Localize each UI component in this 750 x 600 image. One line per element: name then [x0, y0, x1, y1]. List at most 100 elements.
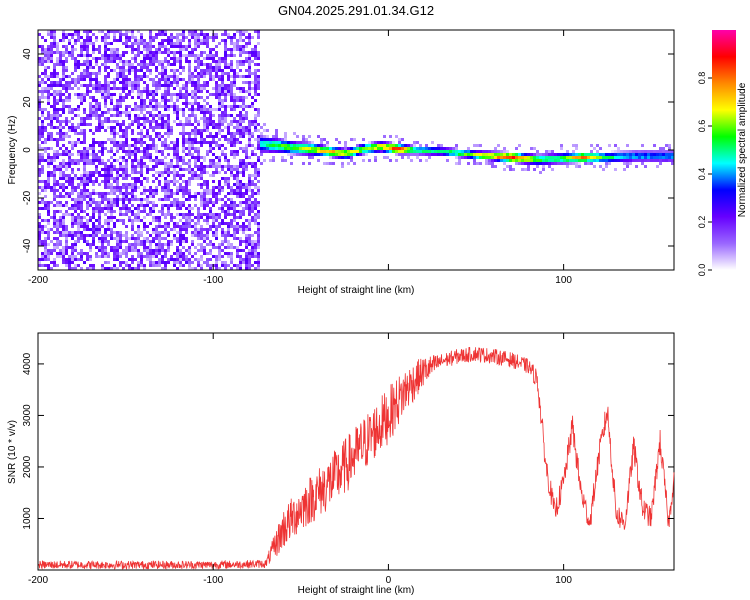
- spectrogram-cell: [107, 168, 110, 171]
- spectrogram-cell: [191, 108, 194, 111]
- spectrogram-cell: [380, 150, 383, 153]
- spectrogram-cell: [245, 96, 248, 99]
- spectrogram-cell: [110, 234, 113, 237]
- spectrogram-cell: [152, 231, 155, 234]
- spectrogram-cell: [44, 180, 47, 183]
- spectrogram-cell: [254, 168, 257, 171]
- spectrogram-cell: [125, 132, 128, 135]
- spectrogram-cell: [212, 195, 215, 198]
- spectrogram-cell: [155, 87, 158, 90]
- spectrogram-cell: [92, 207, 95, 210]
- spectrogram-cell: [50, 189, 53, 192]
- spectrogram-cell: [173, 63, 176, 66]
- spectrogram-cell: [116, 168, 119, 171]
- spectrogram-cell: [185, 213, 188, 216]
- spectrogram-cell: [140, 159, 143, 162]
- spectrogram-cell: [38, 261, 41, 264]
- spectrogram-cell: [221, 60, 224, 63]
- spectrogram-cell: [59, 171, 62, 174]
- spectrogram-y-tick-label: -40: [22, 238, 33, 253]
- spectrogram-cell: [194, 84, 197, 87]
- spectrogram-cell: [248, 156, 251, 159]
- spectrogram-cell: [206, 141, 209, 144]
- spectrogram-cell: [224, 42, 227, 45]
- spectrogram-cell: [143, 249, 146, 252]
- spectrogram-cell: [245, 201, 248, 204]
- spectrogram-cell: [134, 150, 137, 153]
- spectrogram-cell: [71, 267, 74, 270]
- spectrogram-cell: [80, 222, 83, 225]
- spectrogram-cell: [239, 51, 242, 54]
- spectrogram-cell: [137, 219, 140, 222]
- spectrogram-cell: [248, 81, 251, 84]
- spectrogram-cell: [38, 207, 41, 210]
- spectrogram-cell: [62, 66, 65, 69]
- spectrogram-cell: [641, 144, 644, 147]
- spectrogram-cell: [209, 93, 212, 96]
- spectrogram-cell: [41, 60, 44, 63]
- spectrogram-cell: [56, 189, 59, 192]
- spectrogram-cell: [62, 153, 65, 156]
- spectrogram-cell: [50, 57, 53, 60]
- spectrogram-cell: [95, 126, 98, 129]
- spectrogram-cell: [203, 180, 206, 183]
- spectrogram-cell: [110, 132, 113, 135]
- spectrogram-cell: [179, 243, 182, 246]
- spectrogram-cell: [203, 189, 206, 192]
- spectrogram-cell: [155, 57, 158, 60]
- spectrogram-cell: [110, 249, 113, 252]
- spectrogram-cell: [497, 156, 500, 159]
- spectrogram-cell: [44, 90, 47, 93]
- spectrogram-cell: [170, 105, 173, 108]
- spectrogram-cell: [209, 267, 212, 270]
- spectrogram-cell: [617, 147, 620, 150]
- spectrogram-cell: [59, 81, 62, 84]
- spectrogram-cell: [134, 153, 137, 156]
- spectrogram-cell: [179, 108, 182, 111]
- spectrogram-cell: [140, 33, 143, 36]
- spectrogram-cell: [65, 75, 68, 78]
- spectrogram-cell: [581, 159, 584, 162]
- spectrogram-cell: [143, 189, 146, 192]
- spectrogram-cell: [131, 69, 134, 72]
- spectrogram-cell: [206, 36, 209, 39]
- spectrogram-cell: [203, 108, 206, 111]
- spectrogram-cell: [494, 156, 497, 159]
- spectrogram-cell: [41, 114, 44, 117]
- spectrogram-cell: [182, 123, 185, 126]
- spectrogram-cell: [206, 123, 209, 126]
- spectrogram-cell: [167, 243, 170, 246]
- spectrogram-cell: [158, 45, 161, 48]
- spectrogram-cell: [86, 177, 89, 180]
- spectrogram-cell: [248, 183, 251, 186]
- spectrogram-cell: [590, 162, 593, 165]
- spectrogram-cell: [179, 159, 182, 162]
- spectrogram-cell: [245, 144, 248, 147]
- spectrogram-cell: [248, 63, 251, 66]
- spectrogram-cell: [83, 123, 86, 126]
- spectrogram-cell: [404, 144, 407, 147]
- spectrogram-cell: [65, 186, 68, 189]
- spectrogram-cell: [197, 141, 200, 144]
- colorbar-tick-label: 0.4: [697, 168, 707, 181]
- spectrogram-cell: [182, 264, 185, 267]
- spectrogram-cell: [167, 78, 170, 81]
- spectrogram-cell: [50, 51, 53, 54]
- spectrogram-cell: [56, 243, 59, 246]
- spectrogram-cell: [53, 105, 56, 108]
- spectrogram-cell: [242, 210, 245, 213]
- spectrogram-cell: [590, 159, 593, 162]
- spectrogram-cell: [128, 246, 131, 249]
- spectrogram-cell: [236, 174, 239, 177]
- spectrogram-cell: [254, 222, 257, 225]
- spectrogram-cell: [101, 96, 104, 99]
- spectrogram-cell: [113, 54, 116, 57]
- spectrogram-cell: [194, 138, 197, 141]
- spectrogram-cell: [572, 153, 575, 156]
- spectrogram-cell: [650, 159, 653, 162]
- spectrogram-cell: [107, 261, 110, 264]
- spectrogram-cell: [56, 144, 59, 147]
- spectrogram-cell: [194, 129, 197, 132]
- spectrogram-cell: [224, 90, 227, 93]
- spectrogram-cell: [251, 102, 254, 105]
